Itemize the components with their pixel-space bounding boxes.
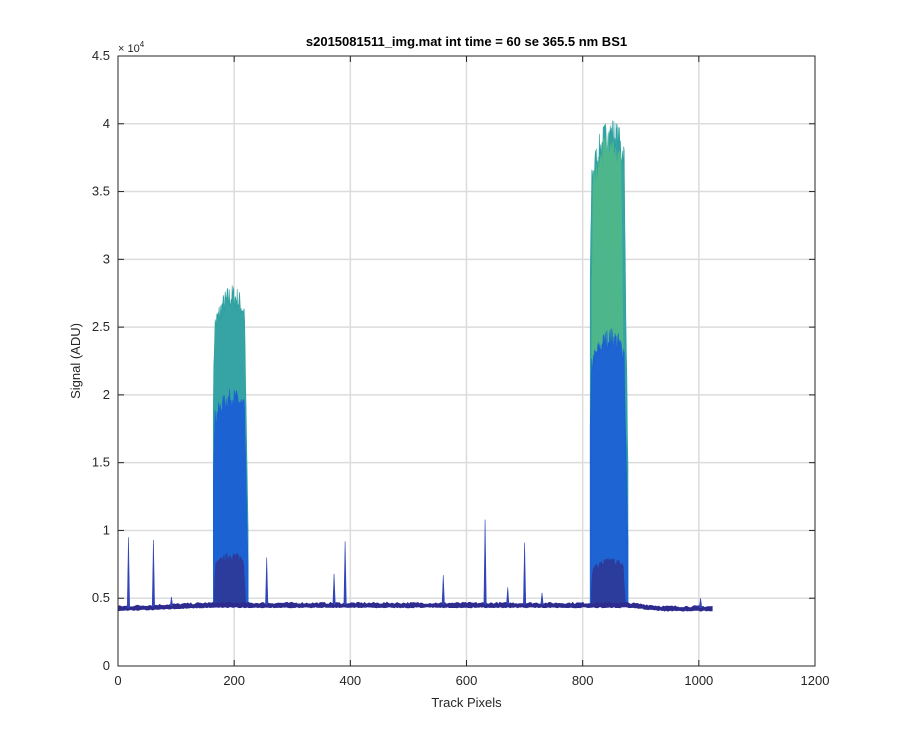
spike: [265, 557, 269, 605]
x-tick-label: 800: [572, 673, 594, 688]
series-layer: [117, 120, 713, 612]
y-exponent-power: 4: [140, 40, 145, 49]
spike: [483, 519, 487, 605]
y-tick-label: 1.5: [92, 455, 110, 470]
y-axis-title: Signal (ADU): [68, 323, 83, 399]
y-tick-label: 3.5: [92, 184, 110, 199]
x-tick-label: 0: [114, 673, 121, 688]
y-tick-label: 3: [103, 251, 110, 266]
y-exponent-base: × 10: [118, 43, 140, 55]
spike: [169, 596, 173, 606]
spike: [540, 592, 544, 605]
spike-layer: [126, 519, 703, 609]
spike: [699, 598, 703, 609]
x-tick-label: 200: [223, 673, 245, 688]
y-tick-label: 1: [103, 522, 110, 537]
y-tick-label: 0: [103, 658, 110, 673]
y-tick-label: 2: [103, 387, 110, 402]
spike: [343, 541, 347, 605]
x-tick-label: 400: [339, 673, 361, 688]
series-2-peak-0: [213, 388, 249, 605]
x-tick-label: 600: [456, 673, 478, 688]
y-tick-label: 4.5: [92, 48, 110, 63]
spike: [506, 587, 510, 605]
x-tick-label: 1000: [684, 673, 713, 688]
x-tick-label: 1200: [801, 673, 830, 688]
spike: [332, 573, 336, 605]
y-tick-label: 2.5: [92, 319, 110, 334]
spike: [151, 539, 155, 607]
ticks: 0 200 400 600 800 1000 1200 0 0.5 1 1.5 2 2.5 3 3.5 4 4.…: [92, 48, 830, 688]
y-tick-label: 4: [103, 116, 110, 131]
spike: [126, 537, 130, 608]
chart-title: s2015081511_img.mat int time = 60 se 365…: [306, 34, 627, 49]
series-3-peak-1: [591, 556, 627, 605]
spike: [523, 542, 527, 605]
spike: [441, 575, 445, 605]
series-3-peak-0: [214, 552, 247, 605]
baseline-band: [117, 601, 713, 612]
x-axis-title: Track Pixels: [431, 695, 502, 710]
series-2-peak-1: [589, 328, 629, 605]
y-exponent-label: × 104: [118, 40, 145, 55]
y-tick-label: 0.5: [92, 590, 110, 605]
